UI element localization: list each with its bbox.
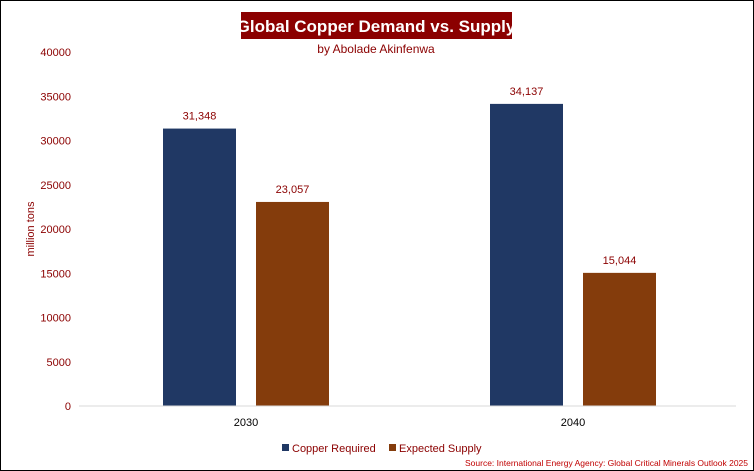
bar-copper-required-2040	[490, 103, 563, 407]
y-axis-label: million tons	[25, 201, 37, 257]
y-tick-label: 15000	[40, 268, 71, 280]
data-label: 23,057	[276, 184, 310, 196]
chart-subtitle: by Abolade Akinfenwa	[317, 42, 435, 56]
y-tick-label: 30000	[40, 136, 71, 148]
y-tick-label: 10000	[40, 313, 71, 325]
bar-expected-supply-2030	[256, 201, 329, 406]
legend-label-expected-supply: Expected Supply	[399, 443, 482, 455]
legend-swatch-copper-required	[282, 444, 289, 451]
bar-expected-supply-2040	[583, 272, 656, 406]
legend: Copper Required Expected Supply	[282, 443, 482, 455]
legend-swatch-expected-supply	[389, 444, 396, 451]
y-tick-label: 5000	[47, 357, 71, 369]
y-tick-label: 20000	[40, 224, 71, 236]
x-tick-label: 2030	[234, 417, 258, 429]
y-tick-label: 35000	[40, 91, 71, 103]
title-background	[241, 12, 512, 39]
legend-label-copper-required: Copper Required	[292, 443, 376, 455]
y-tick-label: 40000	[40, 47, 71, 59]
data-label: 15,044	[603, 255, 637, 267]
chart-title: Global Copper Demand vs. Supply	[237, 17, 516, 36]
bar-copper-required-2030	[163, 128, 236, 406]
data-label: 34,137	[510, 86, 544, 98]
x-tick-label: 2040	[561, 417, 585, 429]
source-note: Source: International Energy Agency: Glo…	[465, 458, 748, 468]
data-label: 31,348	[183, 111, 217, 123]
y-tick-label: 25000	[40, 180, 71, 192]
y-tick-label: 0	[65, 401, 71, 413]
